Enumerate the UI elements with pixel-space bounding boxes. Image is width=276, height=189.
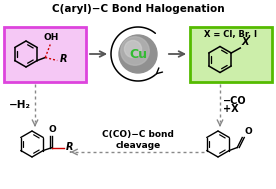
Text: Cu: Cu	[129, 47, 147, 60]
Circle shape	[124, 40, 142, 57]
Circle shape	[121, 37, 149, 65]
Text: X: X	[241, 37, 249, 47]
Circle shape	[119, 35, 157, 73]
Text: +X: +X	[223, 104, 239, 114]
FancyBboxPatch shape	[4, 26, 86, 81]
Text: O: O	[48, 125, 56, 133]
FancyBboxPatch shape	[190, 26, 272, 81]
Text: X = Cl, Br, I: X = Cl, Br, I	[205, 30, 258, 40]
Text: C(aryl)−C Bond Halogenation: C(aryl)−C Bond Halogenation	[52, 4, 224, 14]
Text: R: R	[66, 143, 74, 153]
Text: −H₂: −H₂	[9, 100, 31, 110]
Text: R: R	[60, 54, 68, 64]
Text: −CO: −CO	[223, 96, 247, 106]
Text: OH: OH	[44, 33, 59, 42]
Text: C(CO)−C bond
cleavage: C(CO)−C bond cleavage	[102, 130, 174, 150]
Text: O: O	[244, 128, 252, 136]
